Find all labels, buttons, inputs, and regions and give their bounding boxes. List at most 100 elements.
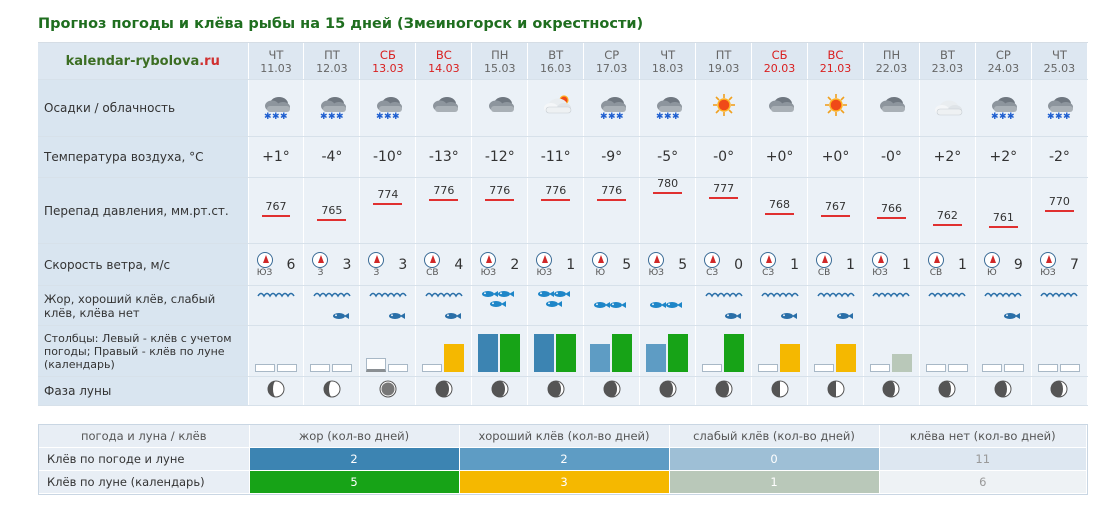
row-label-pressure: Перепад давления, мм.рт.ст. xyxy=(38,177,249,244)
bite-cell xyxy=(471,285,529,326)
wind-speed-value: 2 xyxy=(510,256,520,273)
temperature-cell: -0° xyxy=(695,136,753,178)
day-name: ЧТ xyxy=(268,47,284,62)
day-date: 23.03 xyxy=(931,61,964,75)
day-date: 19.03 xyxy=(707,61,740,75)
wind-direction-label: СВ xyxy=(929,267,943,278)
pressure-cell: 776 xyxy=(471,177,529,244)
weather-cell: ✱ ✱ ✱ xyxy=(303,79,361,137)
weather-cell: ✱ ✱ ✱ xyxy=(248,79,305,137)
pressure-line xyxy=(317,219,347,221)
summary-header-good: хороший клёв (кол-во дней) xyxy=(459,425,670,448)
bars-cell xyxy=(415,325,473,377)
svg-text:✱: ✱ xyxy=(1063,112,1071,121)
weather-cell xyxy=(415,79,473,137)
svg-text:✱: ✱ xyxy=(384,112,392,121)
wind-cell: ЮЗ 6 xyxy=(248,243,305,286)
wind-direction: Ю xyxy=(592,251,609,278)
snow-cloud-icon: ✱ ✱ ✱ xyxy=(320,97,346,122)
day-header: СР 24.03 xyxy=(975,43,1032,80)
wind-direction-label: ЮЗ xyxy=(536,267,553,278)
day-header: СР 17.03 xyxy=(583,43,641,80)
bar-moon-bite xyxy=(891,354,912,372)
pressure-value: 780 xyxy=(657,177,679,190)
bar-weather-bite xyxy=(869,364,890,372)
weak-bite-fish-icon xyxy=(760,292,799,319)
site-logo[interactable]: kalendar-rybolova.ru xyxy=(38,43,249,80)
wind-info: СВ 1 xyxy=(808,251,863,278)
day-header: ПТ 19.03 xyxy=(695,43,753,80)
moon-cell xyxy=(863,376,920,406)
row-label-weather: Осадки / облачность xyxy=(38,79,249,137)
weather-cell: ✱ ✱ ✱ xyxy=(1031,79,1089,137)
bars-cell xyxy=(751,325,809,377)
wind-speed-value: 9 xyxy=(1013,256,1023,273)
temperature-value: -13° xyxy=(428,149,459,165)
row-label-wind: Скорость ветра, м/с xyxy=(38,243,249,286)
wind-info: ЮЗ 1 xyxy=(528,251,583,278)
day-header: СБ 20.03 xyxy=(751,43,809,80)
bar-weather-bite xyxy=(254,364,275,372)
bite-cell xyxy=(695,285,753,326)
svg-text:✱: ✱ xyxy=(320,112,328,121)
bite-cell xyxy=(639,285,697,326)
wind-cell: ЮЗ 5 xyxy=(639,243,697,286)
pressure-line xyxy=(429,199,459,201)
forecast-table: kalendar-rybolova.ru ЧТ 11.03 ПТ 12.03 СБ 13.… xyxy=(38,43,1089,406)
wind-direction-label: Ю xyxy=(595,267,606,278)
compass-icon xyxy=(256,251,273,268)
bar-moon-bite xyxy=(332,364,353,372)
summary-table: погода и луна / клёв жор (кол-во дней) х… xyxy=(38,424,1088,495)
wind-info: ЮЗ 1 xyxy=(864,251,919,278)
bar-moon-bite xyxy=(612,334,633,372)
waxing-crescent-icon xyxy=(659,380,677,398)
day-name: СР xyxy=(604,47,620,62)
wind-speed-value: 4 xyxy=(454,256,464,273)
summary-cell-good: 2 xyxy=(459,447,670,471)
day-date: 22.03 xyxy=(875,61,908,75)
svg-text:✱: ✱ xyxy=(336,112,344,121)
wind-cell: ЮЗ 7 xyxy=(1031,243,1089,286)
weather-cell: ✱ ✱ ✱ xyxy=(583,79,641,137)
wind-cell: ЮЗ 1 xyxy=(863,243,920,286)
moon-cell xyxy=(975,376,1032,406)
temperature-cell: -11° xyxy=(527,136,585,178)
compass-icon xyxy=(872,251,888,268)
bite-cell xyxy=(919,285,976,326)
bar-weather-bite xyxy=(814,364,835,372)
compass-icon xyxy=(816,251,833,268)
moon-cell xyxy=(415,376,473,406)
svg-text:✱: ✱ xyxy=(1047,112,1055,121)
wind-cell: ЮЗ 1 xyxy=(527,243,585,286)
wind-cell: ЮЗ 2 xyxy=(471,243,529,286)
compass-icon xyxy=(648,251,665,268)
svg-text:✱: ✱ xyxy=(672,112,680,121)
pressure-line xyxy=(541,199,571,201)
bars-cell xyxy=(975,325,1032,377)
bar-moon-bite xyxy=(444,344,465,372)
wind-speed-value: 1 xyxy=(566,256,576,273)
moon-cell xyxy=(303,376,361,406)
bar-weather-bite xyxy=(1037,364,1058,372)
wind-row: Скорость ветра, м/с ЮЗ 6 З 3 З 3 СВ 4 ЮЗ 2 ЮЗ 1 Ю 5 ЮЗ… xyxy=(38,243,1089,286)
snow-cloud-icon: ✱ ✱ ✱ xyxy=(991,97,1018,122)
weather-cell: ✱ ✱ ✱ xyxy=(639,79,697,137)
compass-icon xyxy=(927,251,944,268)
weak-bite-fish-icon xyxy=(704,292,743,319)
moon-cell xyxy=(695,376,753,406)
bar-moon-bite xyxy=(1003,364,1024,372)
light-cloud-icon xyxy=(935,100,963,116)
svg-text:✱: ✱ xyxy=(616,112,624,121)
wind-speed-value: 1 xyxy=(902,256,911,273)
bar-moon-bite xyxy=(780,344,801,372)
day-name: ПТ xyxy=(324,47,340,62)
wind-direction: ЮЗ xyxy=(480,251,497,278)
bars-container xyxy=(752,328,807,372)
summary-header-category: погода и луна / клёв xyxy=(39,425,250,448)
bite-cell xyxy=(303,285,361,326)
summary-cell-weak: 1 xyxy=(669,470,880,494)
wind-direction: СЗ xyxy=(760,251,777,278)
cloud-icon xyxy=(488,97,514,112)
weak-bite-fish-icon xyxy=(984,292,1023,319)
